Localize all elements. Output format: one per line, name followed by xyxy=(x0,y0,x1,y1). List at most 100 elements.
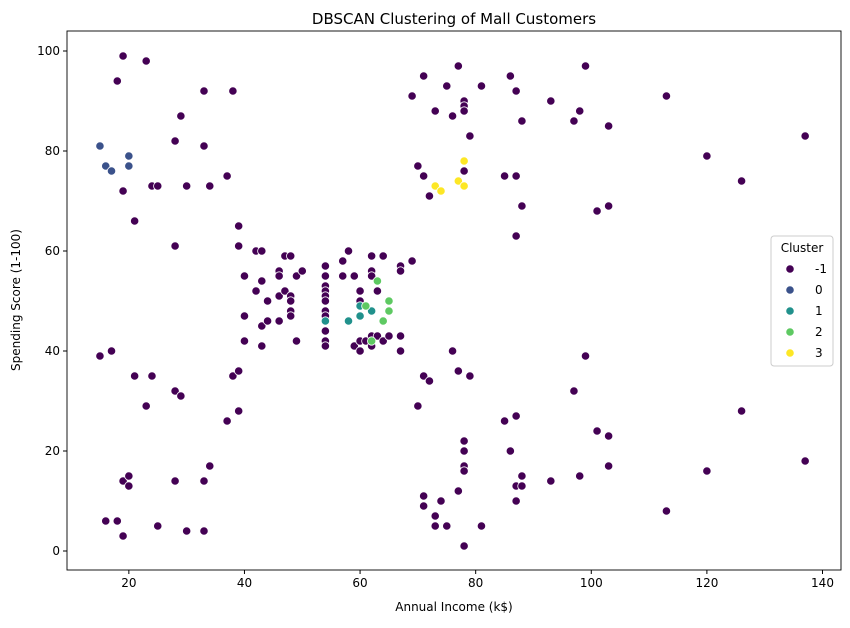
data-point-cluster--1 xyxy=(459,166,469,176)
data-point-cluster-2 xyxy=(361,301,371,311)
data-point-cluster-0 xyxy=(101,161,111,171)
data-point-cluster--1 xyxy=(395,266,406,276)
data-point-cluster--1 xyxy=(430,521,440,531)
data-point-cluster--1 xyxy=(395,346,406,356)
y-tick-label: 80 xyxy=(45,144,60,158)
data-point-cluster--1 xyxy=(511,86,521,96)
data-point-cluster-2 xyxy=(372,276,383,286)
data-point-cluster--1 xyxy=(517,471,527,481)
data-point-cluster--1 xyxy=(262,316,273,326)
data-point-cluster--1 xyxy=(395,331,406,341)
data-point-cluster--1 xyxy=(702,151,712,161)
data-point-cluster--1 xyxy=(419,491,429,501)
data-point-cluster--1 xyxy=(170,136,180,146)
data-point-cluster--1 xyxy=(372,331,383,341)
data-point-cluster--1 xyxy=(234,406,244,416)
data-point-cluster--1 xyxy=(407,256,417,266)
data-point-cluster--1 xyxy=(239,271,250,281)
x-tick-label: 20 xyxy=(121,576,136,590)
data-point-cluster-2 xyxy=(384,306,394,316)
data-point-cluster--1 xyxy=(257,341,267,351)
data-point-cluster-2 xyxy=(367,336,377,346)
data-point-cluster--1 xyxy=(575,106,585,116)
data-point-cluster--1 xyxy=(661,506,672,516)
data-point-cluster--1 xyxy=(378,336,388,346)
chart-title: DBSCAN Clustering of Mall Customers xyxy=(312,10,596,28)
data-point-cluster--1 xyxy=(141,56,151,66)
data-point-cluster--1 xyxy=(419,171,429,181)
data-point-cluster--1 xyxy=(453,366,463,376)
data-point-cluster--1 xyxy=(338,271,348,281)
data-point-cluster--1 xyxy=(286,251,296,261)
data-point-cluster--1 xyxy=(176,111,186,121)
data-point-cluster--1 xyxy=(459,106,469,116)
data-point-cluster--1 xyxy=(280,286,290,296)
data-point-cluster--1 xyxy=(736,406,747,416)
data-point-cluster--1 xyxy=(592,426,602,436)
data-point-cluster--1 xyxy=(257,321,267,331)
y-tick-label: 60 xyxy=(45,244,60,258)
data-point-cluster--1 xyxy=(511,496,521,506)
data-point-cluster--1 xyxy=(112,76,122,86)
data-point-cluster--1 xyxy=(424,376,435,386)
data-point-cluster--1 xyxy=(453,486,463,496)
data-point-cluster-3 xyxy=(459,181,469,191)
data-point-cluster--1 xyxy=(453,61,463,71)
data-point-cluster-3 xyxy=(436,186,446,196)
data-point-cluster--1 xyxy=(505,446,515,456)
data-point-cluster-1 xyxy=(367,306,377,316)
data-point-cluster--1 xyxy=(153,181,163,191)
data-point-cluster-1 xyxy=(355,311,365,321)
data-point-cluster--1 xyxy=(118,51,128,61)
x-axis-label: Annual Income (k$) xyxy=(395,600,512,614)
data-point-cluster--1 xyxy=(291,271,302,281)
data-point-cluster--1 xyxy=(413,161,423,171)
data-point-cluster--1 xyxy=(580,61,591,71)
data-point-cluster--1 xyxy=(459,436,469,446)
data-point-cluster-2 xyxy=(384,296,394,306)
data-point-cluster--1 xyxy=(355,346,365,356)
data-point-cluster--1 xyxy=(234,366,244,376)
data-point-cluster--1 xyxy=(476,521,487,531)
y-tick-label: 100 xyxy=(37,44,60,58)
data-point-cluster--1 xyxy=(274,271,284,281)
data-point-cluster-3 xyxy=(430,181,440,191)
data-point-cluster--1 xyxy=(702,466,712,476)
data-point-cluster--1 xyxy=(274,291,284,301)
data-point-cluster--1 xyxy=(419,371,429,381)
data-point-cluster--1 xyxy=(124,481,134,491)
data-point-cluster--1 xyxy=(424,191,435,201)
data-point-cluster-1 xyxy=(343,316,354,326)
x-tick-label: 60 xyxy=(352,576,367,590)
data-point-cluster--1 xyxy=(459,446,469,456)
data-point-cluster--1 xyxy=(320,271,330,281)
data-point-cluster--1 xyxy=(355,286,365,296)
data-point-cluster--1 xyxy=(476,81,487,91)
data-point-cluster--1 xyxy=(465,371,475,381)
data-point-cluster--1 xyxy=(349,271,359,281)
legend-label: 0 xyxy=(815,283,823,297)
data-point-cluster--1 xyxy=(118,476,128,486)
data-point-cluster--1 xyxy=(367,271,377,281)
x-tick-label: 140 xyxy=(811,576,834,590)
data-point-cluster--1 xyxy=(222,171,232,181)
data-point-cluster--1 xyxy=(228,371,238,381)
data-point-cluster-3 xyxy=(459,156,469,166)
data-point-cluster--1 xyxy=(407,91,417,101)
data-point-cluster-0 xyxy=(124,151,134,161)
y-axis-label: Spending Score (1-100) xyxy=(9,229,23,371)
data-point-cluster--1 xyxy=(442,81,452,91)
data-point-cluster-0 xyxy=(124,161,134,171)
data-point-cluster--1 xyxy=(499,416,510,426)
data-point-cluster--1 xyxy=(320,296,330,306)
data-point-cluster--1 xyxy=(228,86,238,96)
data-point-cluster--1 xyxy=(320,341,330,351)
x-tick-label: 80 xyxy=(468,576,483,590)
data-point-cluster--1 xyxy=(320,261,330,271)
data-point-cluster--1 xyxy=(297,266,307,276)
data-point-cluster--1 xyxy=(436,496,446,506)
data-point-cluster-0 xyxy=(95,141,105,151)
data-point-cluster--1 xyxy=(604,201,614,211)
